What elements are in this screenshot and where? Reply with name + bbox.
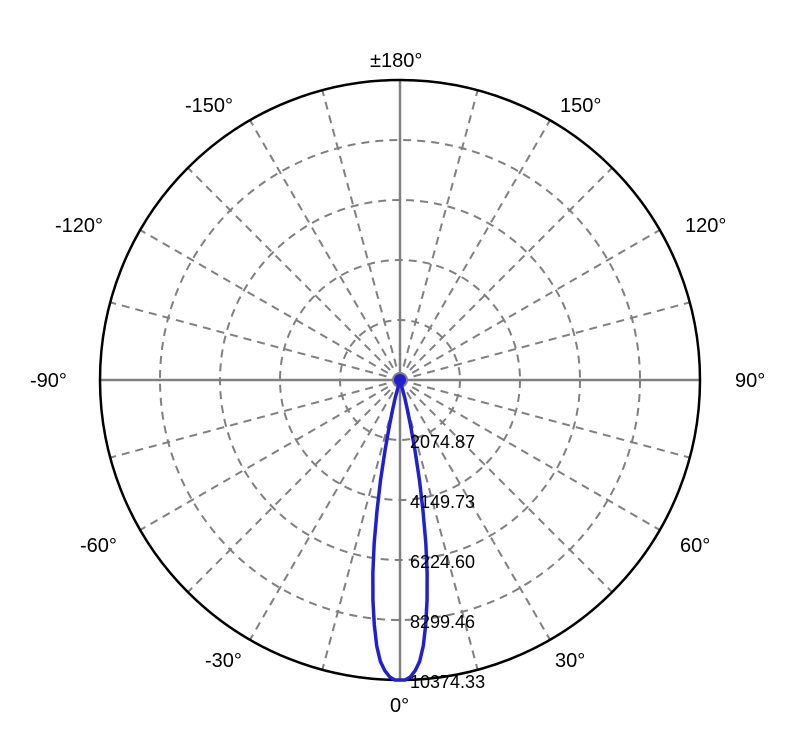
angle-label: 90°	[735, 370, 765, 393]
angle-label: -120°	[55, 215, 103, 238]
polar-chart-svg	[0, 0, 803, 750]
angle-label: -30°	[205, 650, 242, 673]
angle-label: 150°	[560, 95, 601, 118]
angle-label: 60°	[680, 535, 710, 558]
radial-label: 10374.33	[410, 672, 485, 693]
angle-label: -60°	[80, 535, 117, 558]
angle-label: -150°	[185, 95, 233, 118]
polar-chart-container: ±180° 150° 120° 90° 60° 30° 0° -30° -60° -90° -120…	[0, 0, 803, 750]
angle-label: 0°	[390, 695, 409, 718]
radial-label: 2074.87	[410, 432, 475, 453]
angle-label: ±180°	[370, 50, 422, 73]
radial-label: 6224.60	[410, 552, 475, 573]
radial-label: 8299.46	[410, 612, 475, 633]
angle-label: 120°	[685, 215, 726, 238]
angle-label: 30°	[555, 650, 585, 673]
radial-label: 4149.73	[410, 492, 475, 513]
angle-label: -90°	[30, 370, 67, 393]
